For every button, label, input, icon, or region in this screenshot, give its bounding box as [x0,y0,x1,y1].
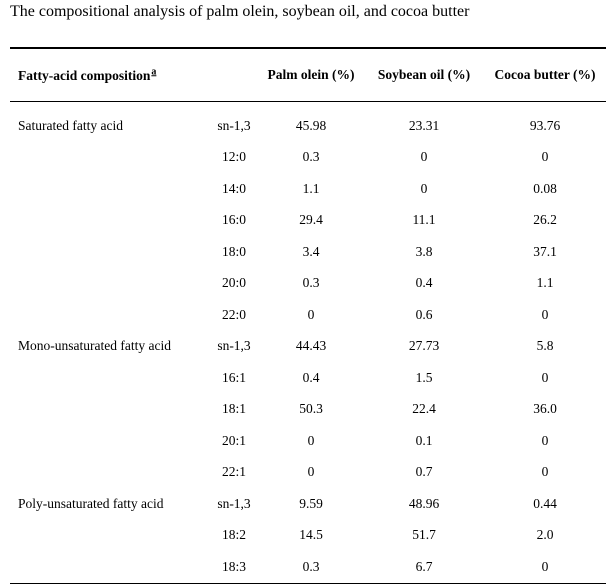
table-row: 12:0 0.3 0 0 [10,142,606,174]
header-palm-olein: Palm olein (%) [267,67,355,82]
cell-cocoa-butter: 0 [541,432,549,448]
cell-cocoa-butter: 93.76 [529,117,561,133]
cell-cocoa-butter: 0 [541,558,549,574]
table-row: 22:0 0 0.6 0 [10,299,606,331]
table-row: 20:0 0.3 0.4 1.1 [10,268,606,300]
footnote-link[interactable]: a [151,66,157,78]
table-row: 18:1 50.3 22.4 36.0 [10,394,606,426]
cell-palm-olein: 3.4 [302,243,320,259]
cell-soybean-oil: 0 [420,180,428,196]
cell-sub-type: 22:1 [221,464,246,480]
table-header-row: Fatty-acid compositiona Palm olein (%) S… [10,49,606,101]
table-row: 16:1 0.4 1.5 0 [10,362,606,394]
cell-soybean-oil: 0 [420,149,428,165]
header-composition-label: Fatty-acid composition [18,67,151,83]
cell-soybean-oil: 0.6 [415,306,433,322]
cell-palm-olein: 0 [307,432,315,448]
cell-cocoa-butter: 1.1 [536,275,554,291]
cell-soybean-oil: 23.31 [408,117,440,133]
table-row: Saturated fatty acid sn-1,3 45.98 23.31 93.7… [10,110,606,142]
cell-composition: Saturated fatty acid [18,117,123,133]
cell-palm-olein: 0.3 [302,275,320,291]
cell-sub-type: 16:1 [221,369,246,385]
cell-sub-type: 14:0 [221,180,246,196]
cell-sub-type: 12:0 [221,149,246,165]
cell-soybean-oil: 1.5 [415,369,433,385]
cell-sub-type: 18:2 [221,527,246,543]
cell-sub-type: 20:0 [221,275,246,291]
cell-cocoa-butter: 0 [541,149,549,165]
cell-cocoa-butter: 0 [541,464,549,480]
table-row: Poly-unsaturated fatty acid sn-1,3 9.59 48.… [10,488,606,520]
header-composition: Fatty-acid compositiona [18,66,156,84]
cell-soybean-oil: 3.8 [415,243,433,259]
table-body: Saturated fatty acid sn-1,3 45.98 23.31 93.7… [10,102,606,584]
table-top-rule [10,47,606,49]
cell-soybean-oil: 22.4 [412,401,436,417]
cell-cocoa-butter: 5.8 [536,338,554,354]
cell-palm-olein: 50.3 [299,401,323,417]
header-cocoa-butter: Cocoa butter (%) [494,67,596,82]
cell-sub-type: sn-1,3 [217,117,251,133]
cell-sub-type: 18:0 [221,243,246,259]
cell-soybean-oil: 0.1 [415,432,433,448]
table-caption: The compositional analysis of palm olein… [10,3,470,20]
header-soybean-oil: Soybean oil (%) [377,67,471,82]
cell-palm-olein: 14.5 [299,527,323,543]
cell-soybean-oil: 27.73 [408,338,440,354]
cell-composition: Mono-unsaturated fatty acid [18,338,171,354]
cell-soybean-oil: 51.7 [412,527,436,543]
table-row: 18:3 0.3 6.7 0 [10,551,606,583]
cell-palm-olein: 0 [307,306,315,322]
table-header-rule [10,101,606,102]
cell-sub-type: 16:0 [221,212,246,228]
cell-palm-olein: 44.43 [295,338,327,354]
cell-sub-type: 22:0 [221,306,246,322]
table-row: 18:2 14.5 51.7 2.0 [10,520,606,552]
cell-soybean-oil: 48.96 [408,495,440,511]
cell-composition: Poly-unsaturated fatty acid [18,495,164,511]
cell-palm-olein: 0.3 [302,149,320,165]
cell-cocoa-butter: 0.44 [533,495,557,511]
cell-soybean-oil: 0.4 [415,275,433,291]
cell-cocoa-butter: 2.0 [536,527,554,543]
cell-palm-olein: 45.98 [295,117,327,133]
cell-sub-type: sn-1,3 [217,495,251,511]
cell-palm-olein: 9.59 [299,495,323,511]
table-row: Mono-unsaturated fatty acid sn-1,3 44.43 27… [10,331,606,363]
cell-cocoa-butter: 36.0 [533,401,557,417]
cell-palm-olein: 0.4 [302,369,320,385]
cell-cocoa-butter: 0 [541,306,549,322]
cell-sub-type: 18:1 [221,401,246,417]
cell-soybean-oil: 11.1 [412,212,436,228]
cell-palm-olein: 0 [307,464,315,480]
composition-table: Fatty-acid compositiona Palm olein (%) S… [10,47,606,584]
table-row: 20:1 0 0.1 0 [10,425,606,457]
table-bottom-rule [10,582,606,584]
cell-cocoa-butter: 0.08 [533,180,557,196]
cell-sub-type: sn-1,3 [217,338,251,354]
cell-cocoa-butter: 26.2 [533,212,557,228]
cell-soybean-oil: 6.7 [415,558,433,574]
cell-sub-type: 18:3 [221,558,246,574]
cell-cocoa-butter: 0 [541,369,549,385]
table-row: 18:0 3.4 3.8 37.1 [10,236,606,268]
cell-cocoa-butter: 37.1 [533,243,557,259]
cell-palm-olein: 29.4 [299,212,323,228]
cell-palm-olein: 0.3 [302,558,320,574]
table-row: 16:0 29.4 11.1 26.2 [10,205,606,237]
table-row: 14:0 1.1 0 0.08 [10,173,606,205]
table-row: 22:1 0 0.7 0 [10,457,606,489]
cell-soybean-oil: 0.7 [415,464,433,480]
cell-palm-olein: 1.1 [302,180,320,196]
cell-sub-type: 20:1 [221,432,246,448]
